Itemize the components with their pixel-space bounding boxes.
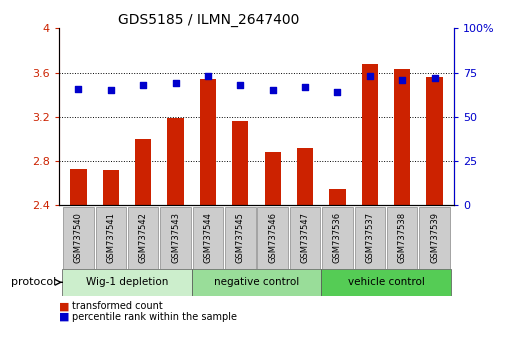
Point [301, 84, 309, 90]
Bar [426, 77, 443, 205]
Bar [70, 169, 87, 205]
Bar [297, 148, 313, 205]
Text: GSM737542: GSM737542 [139, 212, 148, 263]
Point [107, 87, 115, 93]
Bar [63, 207, 94, 269]
Bar [161, 207, 191, 269]
Bar [128, 207, 159, 269]
Text: GSM737544: GSM737544 [204, 212, 212, 263]
Text: GSM737541: GSM737541 [106, 212, 115, 263]
Point [204, 73, 212, 79]
Bar [225, 207, 255, 269]
Text: GSM737543: GSM737543 [171, 212, 180, 263]
Point [236, 82, 244, 88]
Bar [95, 207, 126, 269]
Bar [354, 207, 385, 269]
Point [171, 80, 180, 86]
Text: GSM737536: GSM737536 [333, 212, 342, 263]
Text: negative control: negative control [214, 277, 299, 287]
Text: GDS5185 / ILMN_2647400: GDS5185 / ILMN_2647400 [118, 13, 300, 27]
Text: GSM737547: GSM737547 [301, 212, 309, 263]
Text: GSM737539: GSM737539 [430, 212, 439, 263]
Text: Wig-1 depletion: Wig-1 depletion [86, 277, 168, 287]
Text: protocol: protocol [11, 277, 56, 287]
Bar [321, 269, 451, 296]
Text: ■: ■ [59, 312, 69, 322]
Text: percentile rank within the sample: percentile rank within the sample [72, 312, 237, 322]
Bar [232, 121, 248, 205]
Text: GSM737546: GSM737546 [268, 212, 277, 263]
Bar [362, 64, 378, 205]
Bar [135, 139, 151, 205]
Point [139, 82, 147, 88]
Bar [193, 207, 223, 269]
Bar [290, 207, 320, 269]
Point [398, 77, 406, 82]
Bar [329, 189, 346, 205]
Bar [200, 79, 216, 205]
Point [366, 73, 374, 79]
Bar [322, 207, 352, 269]
Text: GSM737538: GSM737538 [398, 212, 407, 263]
Text: transformed count: transformed count [72, 301, 163, 311]
Bar [258, 207, 288, 269]
Bar [419, 207, 450, 269]
Point [430, 75, 439, 81]
Bar [394, 69, 410, 205]
Point [74, 86, 83, 91]
Bar [387, 207, 418, 269]
Text: vehicle control: vehicle control [348, 277, 424, 287]
Text: GSM737545: GSM737545 [236, 212, 245, 263]
Text: GSM737537: GSM737537 [365, 212, 374, 263]
Bar [103, 170, 119, 205]
Bar [192, 269, 321, 296]
Bar [265, 152, 281, 205]
Bar [167, 118, 184, 205]
Text: GSM737540: GSM737540 [74, 212, 83, 263]
Text: ■: ■ [59, 301, 69, 311]
Point [333, 89, 342, 95]
Bar [62, 269, 192, 296]
Point [269, 87, 277, 93]
